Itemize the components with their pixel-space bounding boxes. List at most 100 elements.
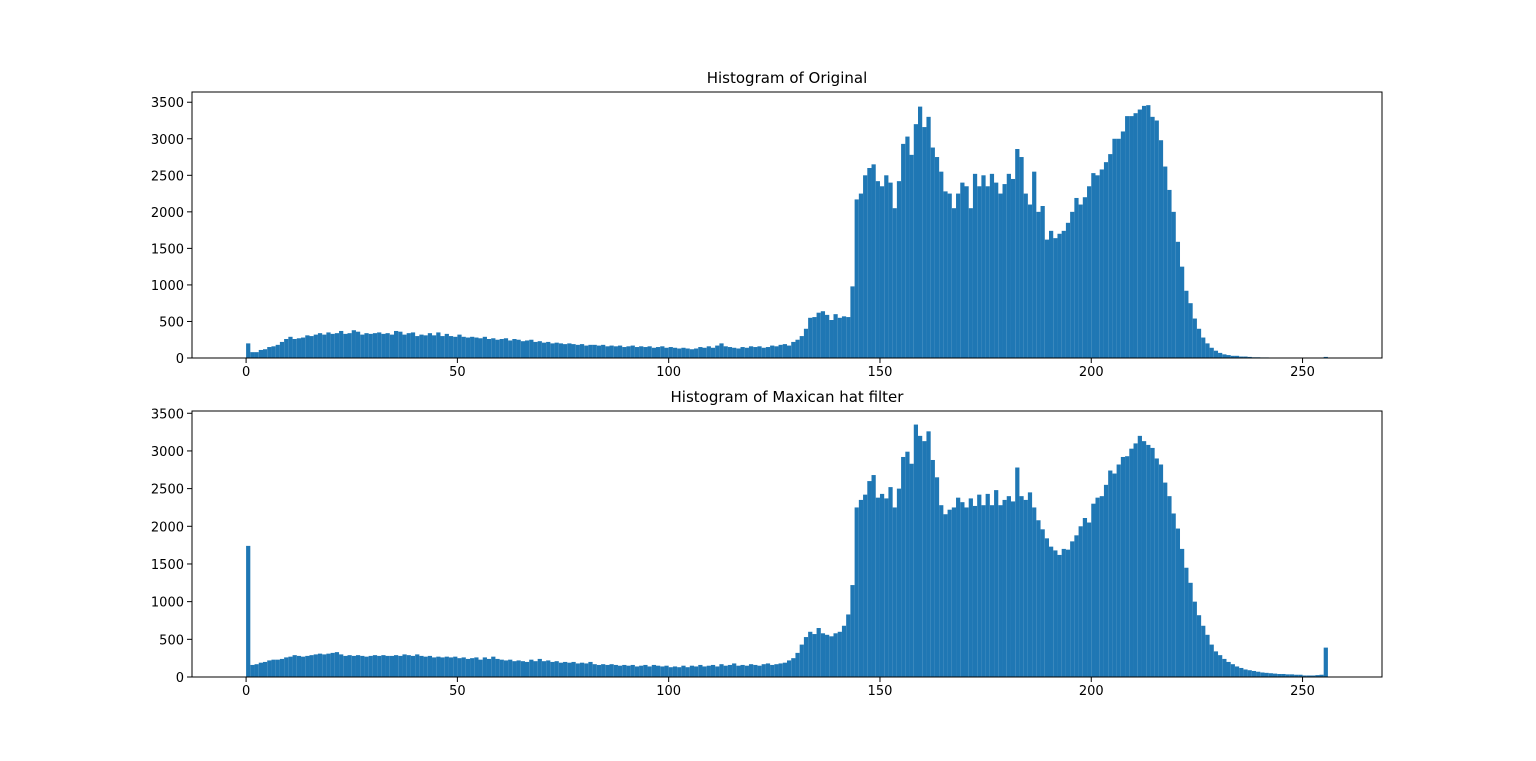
bar xyxy=(1019,157,1024,358)
bar xyxy=(850,286,855,358)
bar xyxy=(820,311,826,358)
bar xyxy=(499,339,504,358)
bar xyxy=(727,347,733,358)
bar xyxy=(1218,655,1223,677)
bar xyxy=(575,344,580,358)
bar xyxy=(930,147,935,358)
bar xyxy=(1002,184,1007,358)
bar xyxy=(355,331,361,358)
bar xyxy=(305,335,310,358)
bar xyxy=(1112,473,1117,677)
bar xyxy=(1091,503,1096,677)
bar xyxy=(706,346,711,358)
subplot: 0 50 100 150 200 2500500100015002000250030003… xyxy=(151,388,1383,699)
bar xyxy=(1015,149,1020,358)
bar xyxy=(440,336,445,358)
bar xyxy=(778,663,783,677)
bar xyxy=(994,182,999,358)
bar xyxy=(1082,197,1088,358)
bar xyxy=(879,493,885,677)
bar xyxy=(254,352,259,358)
bar xyxy=(968,208,973,358)
x-tick-label: 200 xyxy=(1079,365,1104,380)
bar xyxy=(343,333,348,358)
bar xyxy=(271,346,276,358)
bar xyxy=(453,656,458,677)
bar xyxy=(643,347,648,358)
bar xyxy=(571,344,576,358)
bar xyxy=(1137,109,1142,359)
bar xyxy=(541,342,547,358)
bar xyxy=(406,333,411,358)
y-tick-label: 1000 xyxy=(151,279,184,294)
bar xyxy=(1078,204,1083,358)
bar xyxy=(1323,356,1328,358)
x-tick-label: 100 xyxy=(656,365,681,380)
bar xyxy=(617,345,623,358)
bar xyxy=(406,655,411,677)
bar xyxy=(943,191,948,358)
bar xyxy=(262,349,268,358)
bar xyxy=(1133,443,1138,677)
bar xyxy=(258,349,263,358)
bar xyxy=(850,585,855,677)
bar xyxy=(491,656,496,677)
bar xyxy=(520,661,525,677)
bar xyxy=(812,317,817,358)
y-tick-label: 1000 xyxy=(151,596,184,611)
bar xyxy=(1036,211,1041,358)
bar xyxy=(563,344,568,358)
bar xyxy=(347,655,352,677)
bar xyxy=(972,505,978,677)
bar xyxy=(1040,206,1045,358)
bar xyxy=(677,348,682,358)
bar xyxy=(1226,355,1231,358)
bar xyxy=(651,664,656,677)
bar xyxy=(943,514,948,677)
bar xyxy=(858,193,864,358)
bar xyxy=(761,664,766,677)
bar xyxy=(879,186,885,358)
bar xyxy=(339,330,344,358)
bar xyxy=(1108,154,1113,358)
bar xyxy=(1315,675,1320,677)
bar xyxy=(305,655,310,677)
bar xyxy=(385,655,390,677)
bar xyxy=(415,336,420,358)
bar xyxy=(1247,356,1252,358)
bar xyxy=(710,664,716,677)
bar xyxy=(465,658,471,677)
bar xyxy=(461,657,466,677)
bar xyxy=(660,346,665,358)
bar xyxy=(639,665,644,677)
bar xyxy=(444,333,449,358)
bar xyxy=(829,636,834,677)
bar xyxy=(529,339,534,358)
bar xyxy=(250,664,255,677)
bar xyxy=(1103,162,1109,358)
bar xyxy=(427,333,433,358)
bar xyxy=(875,497,880,677)
bar xyxy=(761,347,766,358)
bar xyxy=(322,334,327,358)
bar xyxy=(355,655,361,677)
bar xyxy=(1010,178,1016,358)
bar xyxy=(330,652,335,677)
bar xyxy=(478,659,483,677)
bar xyxy=(630,345,635,358)
bar xyxy=(905,136,910,358)
bar xyxy=(579,344,585,358)
x-tick-label: 250 xyxy=(1290,365,1315,380)
bar xyxy=(791,658,796,677)
bar xyxy=(964,507,969,677)
bar xyxy=(1158,464,1164,677)
bar xyxy=(1015,467,1020,677)
bar xyxy=(436,656,441,677)
bar xyxy=(360,655,365,677)
bar xyxy=(1116,464,1121,677)
bar xyxy=(1087,186,1092,358)
bar xyxy=(563,661,568,677)
bar xyxy=(939,171,944,358)
bar xyxy=(685,667,690,677)
